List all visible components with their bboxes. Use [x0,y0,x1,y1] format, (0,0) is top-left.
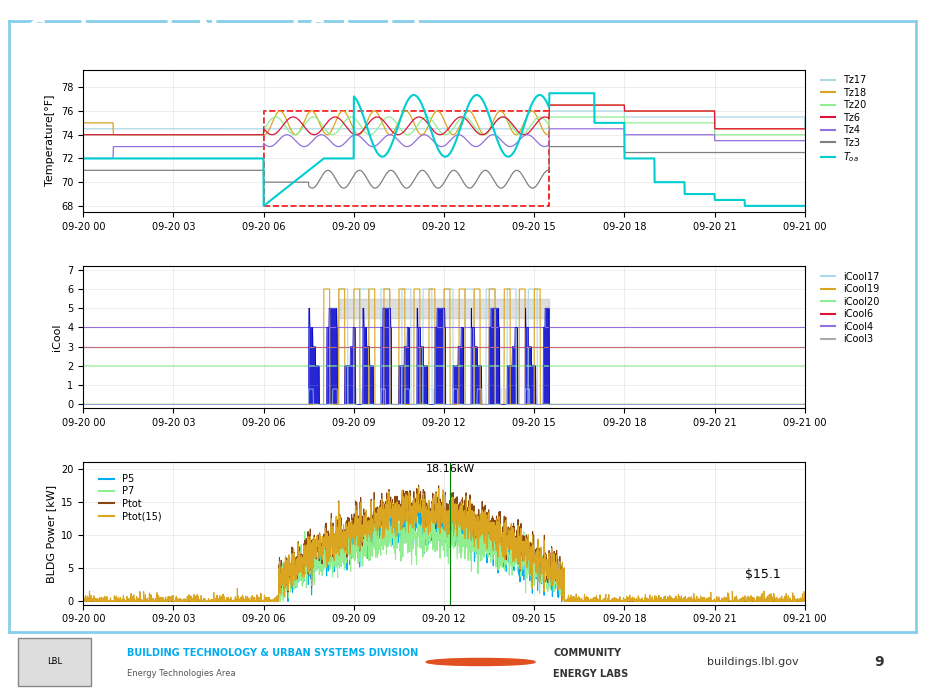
Text: buildings.lbl.gov: buildings.lbl.gov [707,657,798,667]
Bar [264,111,549,206]
Text: cel: cel [473,657,488,667]
Y-axis label: iCool: iCool [52,323,62,351]
Text: LBL: LBL [47,657,62,667]
Legend: P5, P7, Ptot, Ptot(15): P5, P7, Ptot, Ptot(15) [95,470,165,525]
Bar [18,638,91,685]
Legend: iCool17, iCool19, iCool20, iCool6, iCool4, iCool3: iCool17, iCool19, iCool20, iCool6, iCool… [817,268,883,348]
Circle shape [426,658,535,666]
Text: Energy Technologies Area: Energy Technologies Area [127,669,236,678]
Text: $15.1: $15.1 [745,569,781,581]
Legend: Tz17, Tz18, Tz20, Tz6, Tz4, Tz3, $T_{oa}$: Tz17, Tz18, Tz20, Tz6, Tz4, Tz3, $T_{oa}… [817,72,870,167]
Y-axis label: BLDG Power [kW]: BLDG Power [kW] [45,484,56,582]
Text: 18.16kW: 18.16kW [426,464,475,474]
Bar [339,299,549,318]
Text: Customer’s Normal Schedule: Customer’s Normal Schedule [29,17,438,42]
Text: BUILDING TECHNOLOGY & URBAN SYSTEMS DIVISION: BUILDING TECHNOLOGY & URBAN SYSTEMS DIVI… [127,648,418,658]
Y-axis label: Temperature[°F]: Temperature[°F] [45,95,56,186]
Text: ENERGY LABS: ENERGY LABS [553,669,628,679]
Text: 9: 9 [875,655,884,669]
Text: COMMUNITY: COMMUNITY [553,648,622,658]
